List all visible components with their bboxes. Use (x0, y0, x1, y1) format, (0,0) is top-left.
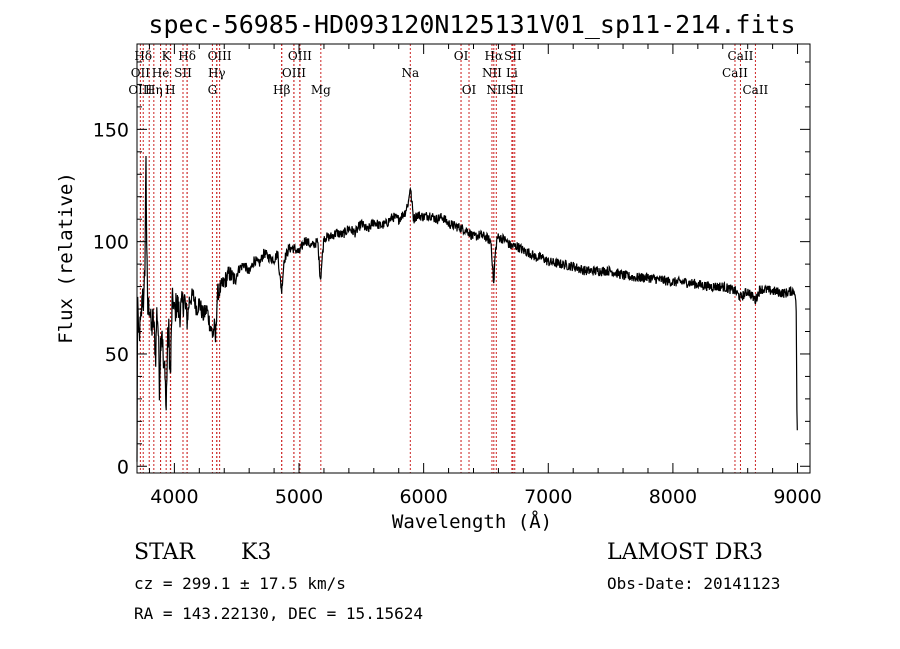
line-label: CaII (722, 66, 748, 80)
x-axis-label: Wavelength (Å) (392, 510, 552, 533)
line-label: He (152, 66, 170, 80)
spectral-subclass: K3 (241, 540, 272, 565)
line-label: Hδ (134, 49, 152, 63)
chart-title: spec-56985-HD093120N125131V01_sp11-214.f… (148, 10, 795, 39)
line-label: Li (506, 66, 518, 80)
line-label: OIII (208, 49, 232, 63)
x-tick-label: 7000 (524, 486, 572, 508)
y-tick-label: 50 (105, 344, 129, 366)
line-label: OIII (128, 83, 152, 97)
y-axis-label: Flux (relative) (55, 172, 77, 344)
observation-date: Obs-Date: 20141123 (607, 574, 781, 593)
line-label: SII (504, 49, 522, 63)
x-tick-label: 8000 (649, 486, 697, 508)
line-label: OII (131, 66, 151, 80)
y-tick-label: 0 (117, 456, 129, 478)
y-axis-ticks: 0 50 100 150 (93, 61, 810, 478)
line-label: K (162, 49, 172, 63)
line-label: OIII (282, 66, 306, 80)
line-label: OIII (288, 49, 312, 63)
line-label: Na (401, 66, 419, 80)
line-label: Hα (485, 49, 504, 63)
survey-name: LAMOST DR3 (607, 540, 763, 565)
line-label: Hη (145, 83, 163, 97)
line-label: NII (482, 66, 502, 80)
sky-coordinates: RA = 143.22130, DEC = 15.15624 (134, 604, 423, 623)
line-label: Hδ (178, 49, 196, 63)
x-tick-label: 5000 (275, 486, 323, 508)
line-label: NII (486, 83, 506, 97)
object-type: STAR (134, 540, 195, 565)
line-label: SII (506, 83, 524, 97)
x-tick-label: 9000 (773, 486, 821, 508)
x-axis-ticks: 4000 5000 6000 7000 8000 9000 (148, 44, 822, 508)
y-tick-label: 100 (93, 232, 129, 254)
line-label: H (165, 83, 175, 97)
x-tick-label: 6000 (399, 486, 447, 508)
redshift-value: cz = 299.1 ± 17.5 km/s (134, 574, 346, 593)
line-label: G (208, 83, 218, 97)
line-label: OI (462, 83, 477, 97)
spectral-line-markers (139, 44, 756, 473)
spectrum-line (136, 155, 798, 462)
line-label: SII (174, 66, 192, 80)
plot-frame (136, 43, 811, 474)
line-label: OI (454, 49, 469, 63)
line-label: Hγ (208, 66, 226, 80)
line-label: Hβ (273, 83, 290, 97)
line-label: CaII (742, 83, 768, 97)
line-label: CaII (728, 49, 754, 63)
x-tick-label: 4000 (150, 486, 198, 508)
y-tick-label: 150 (93, 119, 129, 141)
line-label: Mg (311, 83, 331, 97)
